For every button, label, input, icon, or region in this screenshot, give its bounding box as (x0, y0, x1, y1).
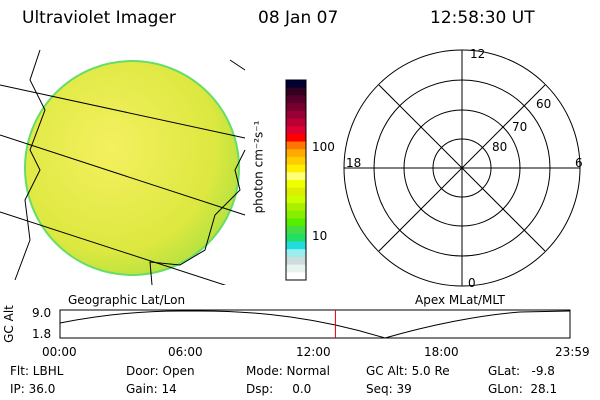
polar-label-18: 18 (346, 156, 362, 170)
colorbar-band (286, 141, 306, 150)
ring-label-70: 70 (512, 120, 528, 134)
xtick-1200: 12:00 (296, 345, 331, 359)
colorbar-band (286, 80, 306, 89)
colorbar-band (286, 95, 306, 104)
colorbar-band (286, 156, 306, 166)
timeline-plot (59, 309, 571, 339)
polar-label-6: 6 (575, 156, 583, 170)
door-status: Door: Open (126, 364, 195, 378)
xtick-0600: 06:00 (168, 345, 203, 359)
geo-label: Geographic Lat/Lon (68, 293, 186, 307)
colorbar-band (286, 210, 306, 219)
colorbar-band (286, 264, 306, 273)
colorbar-label: photon cm⁻²s⁻¹ (251, 120, 266, 214)
apex-label: Apex MLat/MLT (415, 293, 505, 307)
colorbar-band (286, 149, 306, 158)
colorbar-band (286, 110, 306, 119)
ytick-1.8: 1.8 (32, 327, 52, 341)
colorbar-band (286, 187, 306, 196)
xtick-1800: 18:00 (424, 345, 459, 359)
colorbar-band (286, 126, 306, 135)
colorbar-band (286, 103, 306, 112)
time-label: 12:58:30 UT (430, 8, 535, 28)
gc-alt-status: GC Alt: 5.0 Re (366, 364, 450, 378)
colorbar-band (286, 226, 306, 235)
date-label: 08 Jan 07 (258, 8, 339, 28)
colorbar-band (286, 172, 306, 181)
colorbar-tick-10: 10 (312, 229, 328, 243)
colorbar-band (286, 241, 306, 250)
glon-status: GLon: 28.1 (488, 382, 558, 396)
ytick-9: 9.0 (32, 306, 52, 320)
colorbar-band (286, 256, 306, 266)
instrument-title: Ultraviolet Imager (22, 8, 176, 28)
colorbar-band (286, 180, 306, 189)
polar-label-0: 0 (468, 276, 476, 290)
ip-status: IP: 36.0 (10, 382, 56, 396)
colorbar (286, 80, 306, 281)
colorbar-band (286, 272, 306, 281)
glat-status: GLat: -9.8 (488, 364, 555, 378)
colorbar-band (286, 233, 306, 243)
gain-status: Gain: 14 (126, 382, 177, 396)
colorbar-band (286, 87, 306, 96)
colorbar-band (286, 164, 306, 173)
colorbar-band (286, 195, 306, 204)
timeline-ylabel: GC Alt (1, 305, 16, 343)
polar-grid (343, 49, 581, 287)
xtick-2359: 23:59 (555, 345, 590, 359)
mode-status: Mode: Normal (246, 364, 330, 378)
polar-label-12: 12 (470, 47, 486, 61)
colorbar-band (286, 203, 306, 212)
colorbar-tick-100: 100 (312, 140, 335, 154)
ring-label-60: 60 (536, 97, 552, 111)
seq-status: Seq: 39 (366, 382, 412, 396)
colorbar-band (286, 133, 306, 143)
earth-image (0, 49, 246, 285)
dsp-status: Dsp: 0.0 (246, 382, 312, 396)
ring-label-80: 80 (492, 140, 508, 154)
filter-status: Flt: LBHL (10, 364, 64, 378)
colorbar-band (286, 118, 306, 127)
colorbar-band (286, 218, 306, 227)
colorbar-band (286, 249, 306, 258)
xtick-0000: 00:00 (42, 345, 77, 359)
